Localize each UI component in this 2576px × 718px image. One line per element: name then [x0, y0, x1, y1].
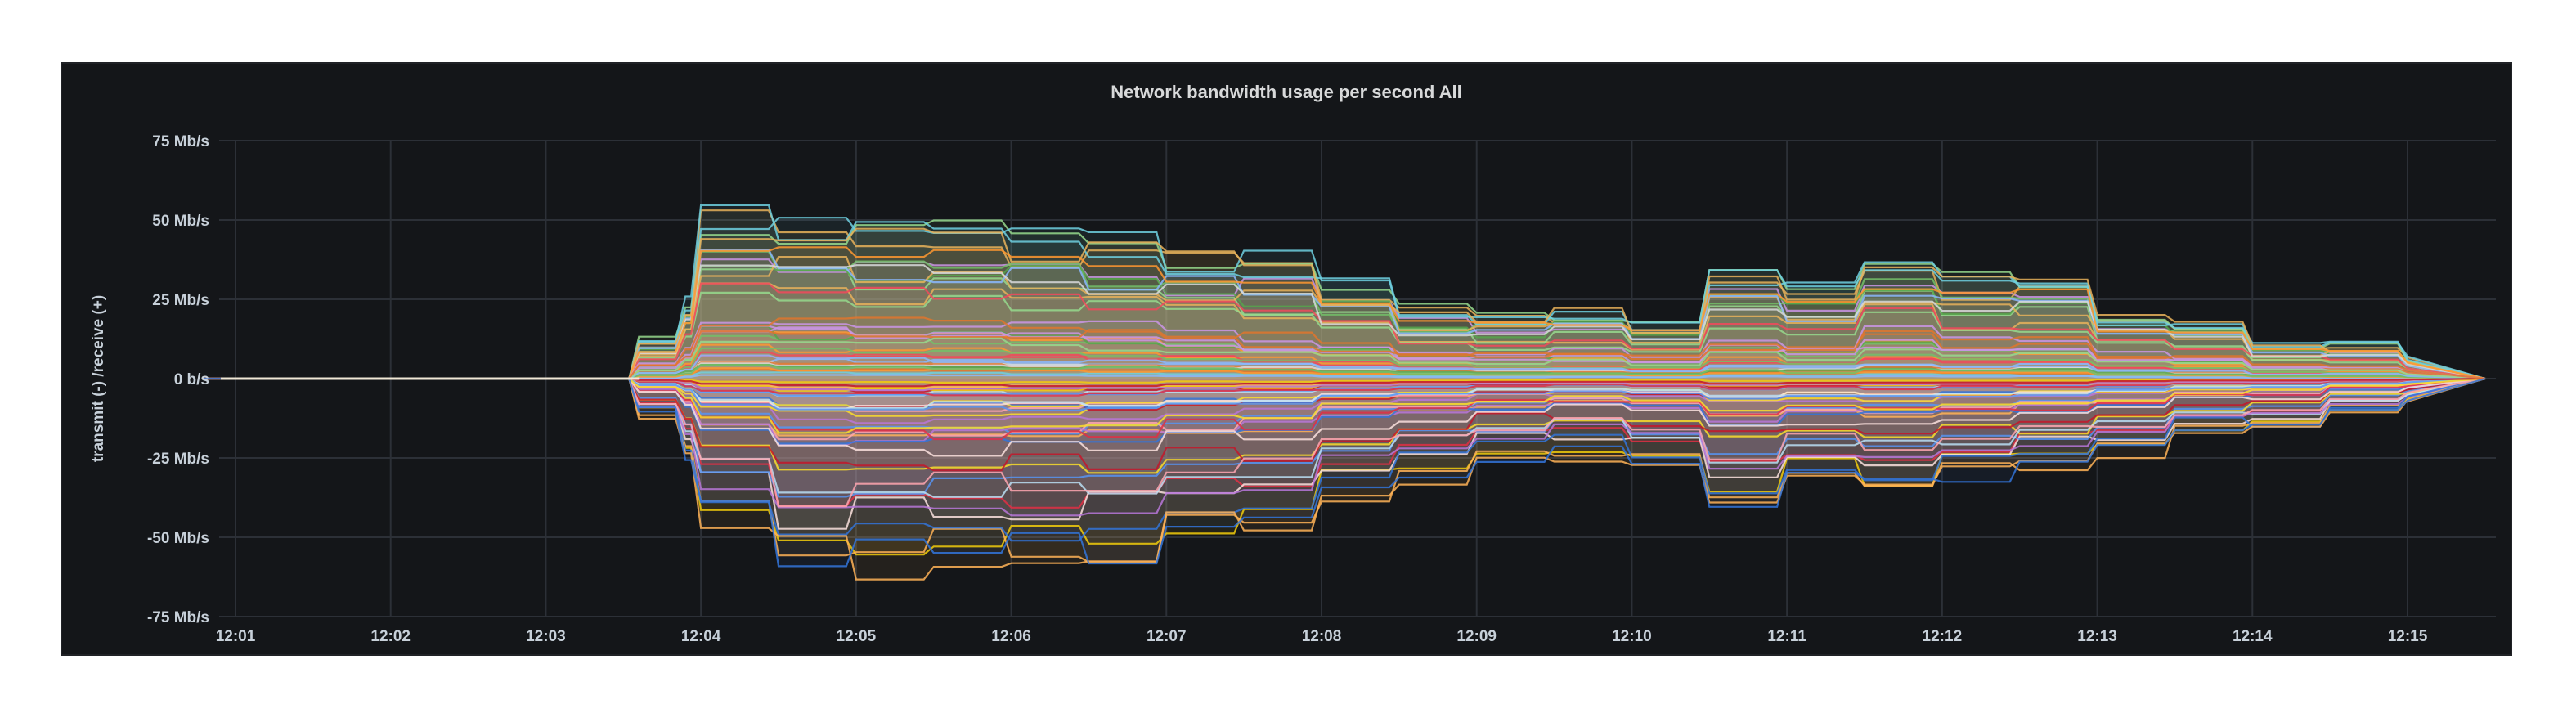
x-tick-label: 12:03 — [526, 628, 566, 645]
x-tick-label: 12:08 — [1302, 628, 1342, 645]
y-tick-label: 25 Mb/s — [152, 292, 209, 309]
x-tick-label: 12:05 — [837, 628, 877, 645]
x-tick-label: 12:13 — [2077, 628, 2117, 645]
y-tick-label: -75 Mb/s — [147, 609, 209, 626]
x-tick-label: 12:02 — [370, 628, 411, 645]
bandwidth-chart: 75 Mb/s 50 Mb/s 25 Mb/s 0 b/s -25 Mb/s -50 Mb… — [62, 64, 2511, 654]
x-tick-label: 12:01 — [216, 628, 256, 645]
y-tick-label: -25 Mb/s — [147, 451, 209, 468]
y-axis-label: transmit (-) /receive (+) — [90, 295, 107, 462]
x-tick-label: 12:07 — [1147, 628, 1187, 645]
x-tick-label: 12:10 — [1612, 628, 1652, 645]
y-tick-label: 75 Mb/s — [152, 133, 209, 150]
x-tick-label: 12:14 — [2233, 628, 2273, 645]
y-tick-label: 0 b/s — [174, 371, 209, 388]
y-tick-label: -50 Mb/s — [147, 530, 209, 547]
x-tick-label: 12:06 — [991, 628, 1031, 645]
x-tick-label: 12:09 — [1456, 628, 1497, 645]
chart-panel: Network bandwidth usage per second All 7… — [61, 62, 2512, 656]
x-tick-label: 12:11 — [1767, 628, 1806, 645]
y-tick-label: 50 Mb/s — [152, 213, 209, 230]
x-tick-label: 12:04 — [681, 628, 721, 645]
x-tick-label: 12:15 — [2388, 628, 2428, 645]
x-tick-label: 12:12 — [1923, 628, 1963, 645]
